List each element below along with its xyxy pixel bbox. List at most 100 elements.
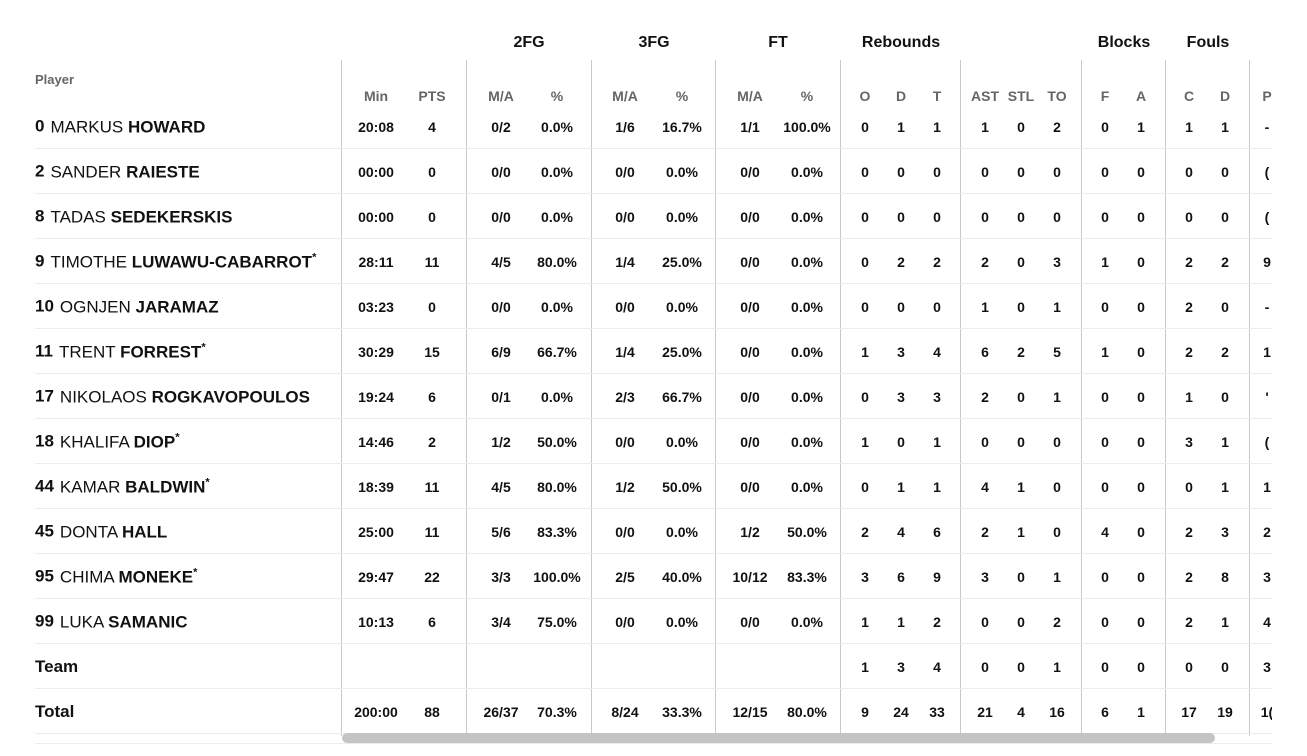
player-name[interactable]: 17 NIKOLAOS ROGKAVOPOULOS [35, 386, 310, 407]
cell-ast: 6 [981, 343, 989, 360]
cell-reb-d: 3 [897, 388, 905, 405]
cell-blk-a: 0 [1137, 343, 1145, 360]
cell-reb-t: 2 [933, 613, 941, 630]
column-header-stl[interactable]: STL [1007, 88, 1035, 104]
player-name[interactable]: 0 MARKUS HOWARD [35, 116, 205, 137]
column-header-ast[interactable]: AST [971, 88, 999, 104]
player-name[interactable]: 95 CHIMA MONEKE* [35, 566, 197, 587]
column-header-reb-o[interactable]: O [859, 88, 871, 104]
table-row[interactable]: 17 NIKOLAOS ROGKAVOPOULOS 19:24 6 0/1 0.0% 2/3… [0, 374, 1272, 419]
cell-stl: 0 [1017, 568, 1025, 585]
cell-3fg-ma: 2/3 [615, 388, 635, 405]
column-header-blk-a[interactable]: A [1135, 88, 1147, 104]
table-row[interactable]: 45 DONTA HALL 25:00 11 5/6 83.3% 0/0 0.0% 1/2 50.… [0, 509, 1272, 554]
cell-3fg-pct: 0.0% [666, 163, 698, 180]
column-header-pts[interactable]: PTS [418, 88, 446, 104]
cell-stl: 1 [1017, 523, 1025, 540]
cell-ft-ma: 0/0 [740, 343, 760, 360]
player-name[interactable]: 10 OGNJEN JARAMAZ [35, 296, 219, 317]
column-header-pir[interactable]: P [1262, 88, 1272, 104]
column-header-min[interactable]: Min [363, 88, 389, 104]
cell-3fg-ma: 0/0 [615, 298, 635, 315]
horizontal-scrollbar[interactable] [342, 733, 1215, 743]
cell-foul-c: 0 [1185, 658, 1193, 675]
cell-reb-d: 4 [897, 523, 905, 540]
table-row[interactable]: 10 OGNJEN JARAMAZ 03:23 0 0/0 0.0% 0/0 0.0% 0/0 0… [0, 284, 1272, 329]
table-row[interactable]: 95 CHIMA MONEKE* 29:47 22 3/3 100.0% 2/5 40.0% 1… [0, 554, 1272, 599]
cell-3fg-ma: 1/4 [615, 253, 635, 270]
cell-pts: 6 [428, 388, 436, 405]
player-name[interactable]: 9 TIMOTHE LUWAWU-CABARROT* [35, 251, 316, 272]
column-header-3fg-pct[interactable]: % [675, 88, 689, 104]
cell-3fg-ma: 0/0 [615, 208, 635, 225]
player-number: 18 [35, 431, 54, 451]
player-first-name: DONTA [59, 521, 118, 541]
column-header-ft-ma[interactable]: M/A [737, 88, 763, 104]
table-row[interactable]: 99 LUKA SAMANIC 10:13 6 3/4 75.0% 0/0 0.0% 0/0 0.… [0, 599, 1272, 644]
table-row[interactable]: 0 MARKUS HOWARD 20:08 4 0/2 0.0% 1/6 16.7% 1/1 10… [0, 104, 1272, 149]
cell-foul-d: 19 [1217, 703, 1233, 720]
column-header-3fg-ma[interactable]: M/A [612, 88, 638, 104]
cell-3fg-pct: 0.0% [666, 298, 698, 315]
player-number: 11 [35, 341, 53, 361]
player-name[interactable]: 45 DONTA HALL [35, 521, 167, 542]
cell-2fg-pct: 100.0% [533, 568, 581, 585]
table-bottom-border [35, 743, 1272, 744]
cell-ft-pct: 0.0% [791, 208, 823, 225]
cell-reb-o: 1 [861, 658, 869, 675]
cell-reb-o: 0 [861, 253, 869, 270]
column-header-to[interactable]: TO [1047, 88, 1067, 104]
cell-reb-t: 2 [933, 253, 941, 270]
cell-reb-d: 1 [897, 613, 905, 630]
table-row[interactable]: 9 TIMOTHE LUWAWU-CABARROT* 28:11 11 4/5 80.0%… [0, 239, 1272, 284]
column-header-2fg-ma[interactable]: M/A [488, 88, 514, 104]
cell-blk-a: 0 [1137, 523, 1145, 540]
cell-foul-d: 0 [1221, 658, 1229, 675]
player-name[interactable]: 8 TADAS SEDEKERSKIS [35, 206, 233, 227]
cell-blk-a: 0 [1137, 433, 1145, 450]
table-row[interactable]: 8 TADAS SEDEKERSKIS 00:00 0 0/0 0.0% 0/0 0.0% 0/… [0, 194, 1272, 239]
cell-3fg-pct: 0.0% [666, 523, 698, 540]
column-header-2fg-pct[interactable]: % [550, 88, 564, 104]
table-row[interactable]: 2 SANDER RAIESTE 00:00 0 0/0 0.0% 0/0 0.0% 0/0 0.… [0, 149, 1272, 194]
player-number: 17 [35, 386, 54, 406]
cell-2fg-pct: 66.7% [537, 343, 577, 360]
player-name[interactable]: 11 TRENT FORREST* [35, 341, 206, 362]
player-name[interactable]: 44 KAMAR BALDWIN* [35, 476, 210, 497]
cell-reb-t: 4 [933, 658, 941, 675]
cell-reb-d: 0 [897, 433, 905, 450]
cell-stl: 0 [1017, 658, 1025, 675]
cell-reb-d: 0 [897, 208, 905, 225]
cell-foul-d: 1 [1221, 118, 1229, 135]
cell-ft-pct: 0.0% [791, 388, 823, 405]
table-row[interactable]: 11 TRENT FORREST* 30:29 15 6/9 66.7% 1/4 25.0% 0… [0, 329, 1272, 374]
cell-foul-c: 0 [1185, 208, 1193, 225]
cell-foul-c: 1 [1185, 388, 1193, 405]
table-row[interactable]: 18 KHALIFA DIOP* 14:46 2 1/2 50.0% 0/0 0.0% 0/0 0… [0, 419, 1272, 464]
player-name[interactable]: 99 LUKA SAMANIC [35, 611, 187, 632]
column-header-reb-t[interactable]: T [932, 88, 942, 104]
column-header-blk-f[interactable]: F [1100, 88, 1110, 104]
cell-foul-d: 2 [1221, 253, 1229, 270]
cell-to: 5 [1053, 343, 1061, 360]
team-label: Team [35, 656, 79, 676]
cell-blk-f: 1 [1101, 343, 1109, 360]
cell-3fg-pct: 33.3% [662, 703, 702, 720]
column-header-reb-d[interactable]: D [895, 88, 907, 104]
column-header-ft-pct[interactable]: % [800, 88, 814, 104]
cell-foul-d: 0 [1221, 163, 1229, 180]
cell-pts: 11 [424, 253, 440, 270]
column-header-player[interactable]: Player [35, 72, 75, 87]
cell-blk-f: 0 [1101, 613, 1109, 630]
column-header-foul-d[interactable]: D [1219, 88, 1231, 104]
group-header-2fg: 2FG [513, 34, 545, 51]
column-header-foul-c[interactable]: C [1183, 88, 1195, 104]
player-name[interactable]: 18 KHALIFA DIOP* [35, 431, 179, 452]
cell-pir: ( [1264, 163, 1270, 180]
table-row[interactable]: 44 KAMAR BALDWIN* 18:39 11 4/5 80.0% 1/2 50.0% 0… [0, 464, 1272, 509]
cell-ft-pct: 0.0% [791, 433, 823, 450]
cell-3fg-pct: 66.7% [662, 388, 702, 405]
cell-reb-o: 1 [861, 433, 869, 450]
player-name[interactable]: 2 SANDER RAIESTE [35, 161, 200, 182]
row-divider [35, 193, 1272, 194]
